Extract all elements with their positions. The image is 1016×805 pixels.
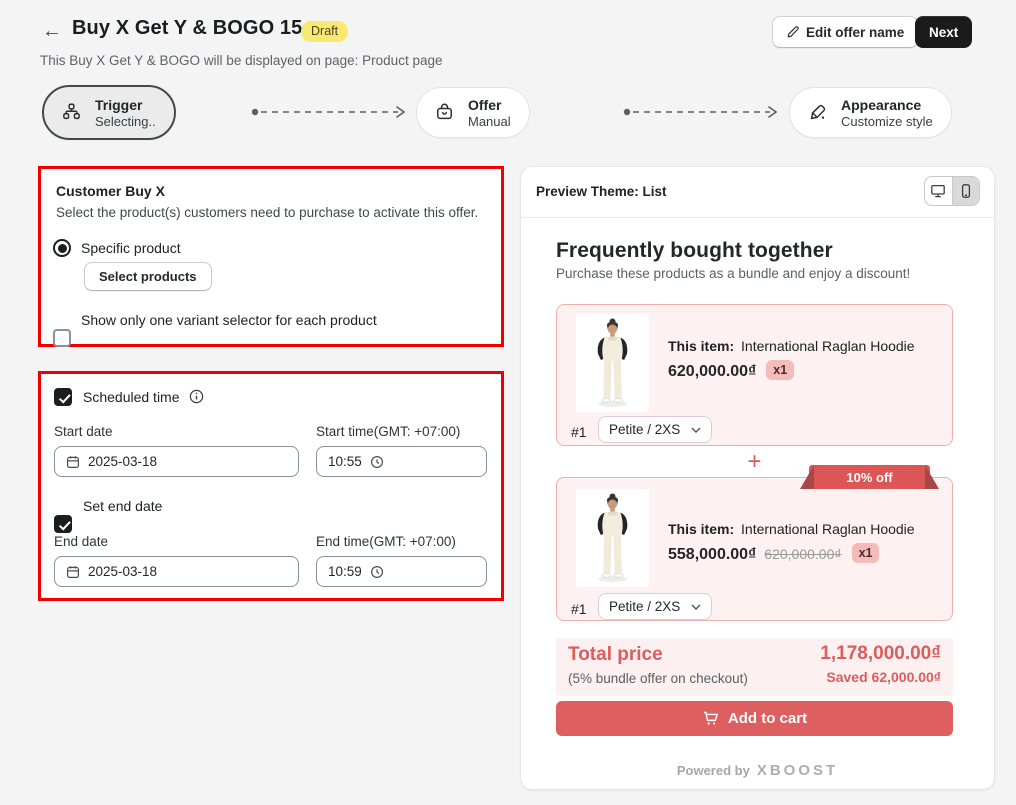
paint-icon [808, 103, 827, 122]
desktop-icon [930, 183, 946, 199]
set-end-date-label: Set end date [83, 498, 163, 514]
calendar-icon [66, 455, 80, 469]
back-arrow-icon[interactable]: ← [42, 20, 62, 42]
device-toggle [924, 176, 980, 206]
calendar-icon [66, 565, 80, 579]
edit-offer-name-button[interactable]: Edit offer name [772, 16, 919, 48]
total-price-label: Total price [568, 644, 663, 665]
chevron-down-icon [691, 427, 701, 433]
plus-sign: + [747, 448, 762, 475]
select-products-label: Select products [99, 269, 197, 284]
page-title: Buy X Get Y & BOGO 15 [72, 17, 303, 39]
step-trigger-title: Trigger [95, 96, 143, 113]
product-price: 620,000.00₫ [668, 363, 757, 380]
clock-icon [370, 455, 384, 469]
cart-icon [702, 710, 719, 727]
discount-ribbon: 10% off [809, 465, 930, 489]
start-time-label: Start time(GMT: +07:00) [316, 424, 461, 439]
preview-panel-title: Preview Theme: List [536, 184, 667, 199]
variant-selector-label: Show only one variant selector for each … [81, 312, 377, 328]
step-trigger[interactable]: Trigger Selecting.. [42, 85, 176, 140]
select-products-button[interactable]: Select products [84, 262, 212, 291]
product-image [576, 489, 649, 587]
clock-icon [370, 565, 384, 579]
end-time-value: 10:59 [328, 564, 362, 579]
next-button[interactable]: Next [915, 16, 973, 48]
this-item-prefix: This item: [668, 521, 735, 537]
start-date-label: Start date [54, 424, 113, 439]
mobile-toggle-button[interactable] [951, 177, 979, 205]
start-time-value: 10:55 [328, 454, 362, 469]
set-end-date-checkbox[interactable] [54, 515, 72, 533]
end-time-input[interactable]: 10:59 [316, 556, 487, 587]
product-name: International Raglan Hoodie [741, 338, 915, 354]
hierarchy-icon [62, 103, 81, 122]
specific-product-radio[interactable] [53, 239, 71, 257]
add-to-cart-label: Add to cart [727, 710, 808, 727]
product-index: #1 [571, 601, 587, 617]
end-date-value: 2025-03-18 [88, 564, 158, 579]
info-icon[interactable] [189, 389, 204, 404]
step-offer-subtitle: Manual [468, 113, 511, 129]
total-price-block: Total price (5% bundle offer on checkout… [556, 638, 953, 696]
product-card-2: This item: International Raglan Hoodie 5… [556, 477, 953, 621]
total-price-value: 1,178,000.00₫ [820, 643, 941, 664]
quantity-badge: x1 [766, 360, 795, 380]
page-subtitle: This Buy X Get Y & BOGO will be displaye… [40, 53, 443, 68]
this-item-prefix: This item: [668, 338, 735, 354]
variant-select[interactable]: Petite / 2XS [598, 593, 712, 620]
total-price-note: (5% bundle offer on checkout) [568, 671, 748, 686]
scheduled-time-label: Scheduled time [83, 389, 180, 405]
quantity-badge: x1 [851, 543, 880, 563]
product-name: International Raglan Hoodie [741, 521, 915, 537]
preview-panel: Preview Theme: List [520, 166, 995, 790]
start-date-input[interactable]: 2025-03-18 [54, 446, 299, 477]
status-badge: Draft [301, 21, 349, 42]
product-card-1: This item: International Raglan Hoodie 6… [556, 304, 953, 446]
powered-by: Powered by XBOOST [521, 762, 994, 779]
product-index: #1 [571, 424, 587, 440]
end-time-label: End time(GMT: +07:00) [316, 534, 456, 549]
fbt-heading: Frequently bought together [556, 239, 833, 262]
fbt-subheading: Purchase these products as a bundle and … [556, 266, 911, 281]
variant-value: Petite / 2XS [609, 599, 681, 614]
pencil-icon [786, 25, 800, 39]
start-time-input[interactable]: 10:55 [316, 446, 487, 477]
add-to-cart-button[interactable]: Add to cart [556, 701, 953, 736]
bag-icon [435, 103, 454, 122]
step-offer-title: Offer [468, 96, 502, 113]
total-saved-value: Saved 62,000.00₫ [826, 669, 941, 685]
compare-at-price: 620,000.00₫ [764, 546, 842, 562]
end-date-label: End date [54, 534, 109, 549]
step-offer[interactable]: Offer Manual [416, 87, 530, 138]
desktop-toggle-button[interactable] [925, 177, 952, 205]
variant-selector-checkbox[interactable] [53, 329, 71, 347]
step-trigger-subtitle: Selecting.. [95, 113, 156, 129]
variant-select[interactable]: Petite / 2XS [598, 416, 712, 443]
customer-buy-x-panel: Customer Buy X Select the product(s) cus… [38, 166, 504, 347]
step-appearance-subtitle: Customize style [841, 113, 933, 129]
schedule-panel: Scheduled time Start date Start time(GMT… [38, 371, 504, 601]
step-appearance[interactable]: Appearance Customize style [789, 87, 952, 138]
brand-logo: XBOOST [756, 762, 839, 779]
edit-offer-name-label: Edit offer name [806, 24, 905, 40]
customer-buy-x-title: Customer Buy X [56, 183, 165, 199]
customer-buy-x-description: Select the product(s) customers need to … [56, 205, 479, 220]
next-label: Next [929, 24, 959, 40]
product-price: 558,000.00₫ [668, 546, 757, 563]
powered-by-label: Powered by [676, 763, 750, 778]
start-date-value: 2025-03-18 [88, 454, 158, 469]
product-image [576, 314, 649, 412]
step-connector-1 [251, 106, 406, 118]
mobile-icon [958, 183, 974, 199]
step-connector-2 [623, 106, 778, 118]
step-appearance-title: Appearance [841, 96, 922, 113]
chevron-down-icon [691, 604, 701, 610]
preview-header-divider [521, 217, 994, 218]
scheduled-time-checkbox[interactable] [54, 388, 72, 406]
end-date-input[interactable]: 2025-03-18 [54, 556, 299, 587]
specific-product-label: Specific product [81, 240, 181, 256]
variant-value: Petite / 2XS [609, 422, 681, 437]
